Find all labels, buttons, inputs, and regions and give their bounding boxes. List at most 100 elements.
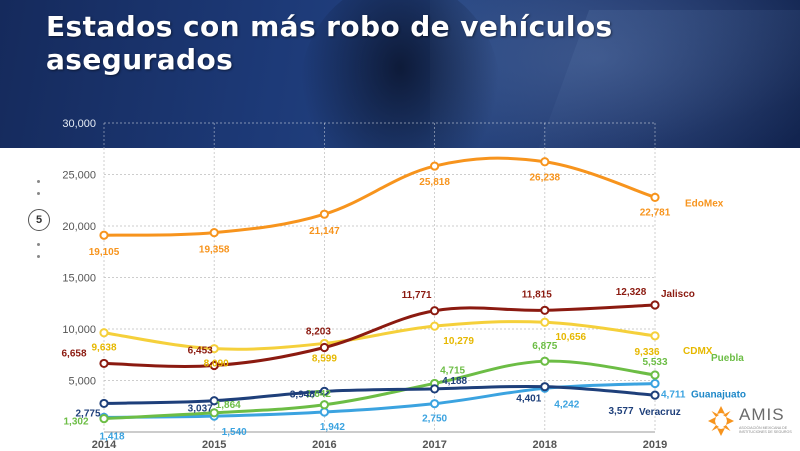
data-point-cdmx bbox=[540, 317, 550, 327]
data-label-puebla: 1,864 bbox=[216, 400, 241, 411]
data-label-guanajuato: 4,711 bbox=[661, 389, 686, 400]
data-point-cdmx bbox=[209, 344, 219, 354]
amis-logo-text: AMIS bbox=[739, 405, 785, 424]
data-point-cdmx bbox=[99, 328, 109, 338]
amis-logo: AMIS ASOCIACIÓN MEXICANA DE INSTITUCIONE… bbox=[706, 404, 796, 444]
data-point-puebla bbox=[650, 370, 660, 380]
data-point-veracruz bbox=[209, 396, 219, 406]
data-label-veracruz: 3,577 bbox=[608, 406, 633, 417]
data-point-jalisco bbox=[430, 306, 440, 316]
data-label-veracruz: 3,948 bbox=[290, 389, 315, 400]
data-label-puebla: 2,642 bbox=[306, 389, 331, 400]
x-tick-label: 2016 bbox=[312, 439, 336, 451]
page-title: Estados con más robo de vehículos asegur… bbox=[46, 10, 613, 76]
data-point-edomex bbox=[540, 157, 550, 167]
series-line-puebla bbox=[102, 359, 657, 421]
data-point-edomex bbox=[99, 230, 109, 240]
data-label-guanajuato: 2,750 bbox=[422, 414, 447, 425]
data-label-jalisco: 11,771 bbox=[402, 290, 432, 301]
data-label-jalisco: 11,815 bbox=[522, 289, 552, 300]
data-point-jalisco bbox=[209, 360, 219, 371]
data-label-jalisco: 6,453 bbox=[188, 346, 213, 357]
data-point-puebla bbox=[319, 400, 329, 410]
series-name-label-guanajuato: Guanajuato bbox=[691, 389, 746, 400]
data-label-edomex: 19,105 bbox=[89, 247, 120, 258]
data-label-puebla: 5,533 bbox=[642, 357, 667, 368]
data-point-edomex bbox=[209, 228, 219, 238]
y-tick-label: 20,000 bbox=[62, 221, 96, 233]
data-label-edomex: 22,781 bbox=[640, 207, 671, 218]
nav-dot bbox=[37, 180, 40, 183]
data-label-edomex: 21,147 bbox=[309, 226, 340, 237]
data-point-cdmx bbox=[650, 331, 660, 341]
data-point-veracruz bbox=[319, 386, 329, 396]
nav-dot bbox=[37, 255, 40, 258]
data-label-guanajuato: 1,540 bbox=[222, 427, 247, 438]
x-tick-label: 2019 bbox=[643, 439, 667, 451]
data-point-cdmx bbox=[430, 321, 440, 331]
y-tick-label: 5,000 bbox=[68, 376, 96, 388]
x-tick-label: 2014 bbox=[92, 439, 117, 451]
series-line-edomex bbox=[102, 156, 657, 237]
amis-logo-icon bbox=[708, 406, 734, 436]
data-label-veracruz: 4,401 bbox=[516, 394, 541, 405]
data-label-cdmx: 8,599 bbox=[312, 353, 337, 364]
data-point-puebla bbox=[540, 356, 550, 366]
data-point-puebla bbox=[99, 413, 109, 424]
data-label-guanajuato: 1,942 bbox=[320, 422, 345, 433]
nav-dot bbox=[37, 243, 40, 246]
data-label-veracruz: 3,037 bbox=[188, 404, 213, 415]
data-label-edomex: 26,238 bbox=[530, 173, 561, 184]
data-label-jalisco: 6,658 bbox=[61, 348, 86, 359]
data-label-puebla: 1,302 bbox=[63, 417, 88, 428]
series-name-label-edomex: EdoMex bbox=[685, 198, 724, 209]
series-name-label-puebla: Puebla bbox=[711, 353, 744, 364]
data-label-edomex: 19,358 bbox=[199, 245, 230, 256]
x-tick-label: 2018 bbox=[533, 439, 557, 451]
data-label-guanajuato: 1,418 bbox=[99, 431, 124, 442]
data-label-jalisco: 8,203 bbox=[306, 327, 331, 338]
y-tick-label: 15,000 bbox=[62, 273, 96, 285]
data-label-cdmx: 10,279 bbox=[443, 336, 474, 347]
data-point-guanajuato bbox=[650, 378, 660, 389]
series-name-label-cdmx: CDMX bbox=[683, 346, 713, 357]
data-point-jalisco bbox=[99, 358, 109, 369]
data-point-guanajuato bbox=[319, 407, 329, 417]
series-line-veracruz bbox=[102, 384, 657, 405]
x-tick-label: 2017 bbox=[422, 439, 446, 451]
series-line-jalisco bbox=[102, 303, 657, 368]
data-label-veracruz: 4,188 bbox=[442, 376, 467, 387]
data-point-veracruz bbox=[99, 398, 109, 409]
data-label-puebla: 4,715 bbox=[440, 365, 465, 376]
data-label-cdmx: 8,090 bbox=[204, 359, 229, 370]
data-point-puebla bbox=[209, 408, 219, 418]
data-point-edomex bbox=[650, 192, 660, 202]
y-tick-label: 25,000 bbox=[62, 170, 96, 182]
x-tick-label: 2015 bbox=[202, 439, 226, 451]
y-tick-label: 10,000 bbox=[62, 324, 96, 336]
series-name-label-veracruz: Veracruz bbox=[639, 407, 681, 418]
data-label-cdmx: 10,656 bbox=[556, 332, 587, 343]
data-point-jalisco bbox=[319, 342, 329, 353]
data-point-veracruz bbox=[430, 384, 440, 394]
data-point-edomex bbox=[430, 161, 440, 171]
data-point-veracruz bbox=[650, 390, 660, 400]
series-line-cdmx bbox=[102, 320, 657, 351]
data-label-puebla: 6,875 bbox=[532, 341, 557, 352]
series-name-label-jalisco: Jalisco bbox=[661, 289, 695, 300]
data-label-veracruz: 2,775 bbox=[75, 408, 100, 419]
data-label-jalisco: 12,328 bbox=[616, 287, 647, 298]
data-point-edomex bbox=[319, 209, 329, 219]
data-label-edomex: 25,818 bbox=[419, 177, 450, 188]
y-tick-label: 30,000 bbox=[62, 118, 96, 130]
amis-logo-subtitle: ASOCIACIÓN MEXICANA DE INSTITUCIONES DE … bbox=[739, 426, 792, 435]
data-label-cdmx: 9,638 bbox=[91, 343, 116, 354]
data-point-jalisco bbox=[650, 300, 660, 310]
data-point-guanajuato bbox=[430, 399, 440, 409]
nav-dot bbox=[37, 192, 40, 195]
page-number: 5 bbox=[28, 209, 50, 231]
data-label-guanajuato: 4,242 bbox=[554, 399, 579, 410]
data-label-cdmx: 9,336 bbox=[634, 347, 659, 358]
data-point-jalisco bbox=[540, 305, 550, 315]
